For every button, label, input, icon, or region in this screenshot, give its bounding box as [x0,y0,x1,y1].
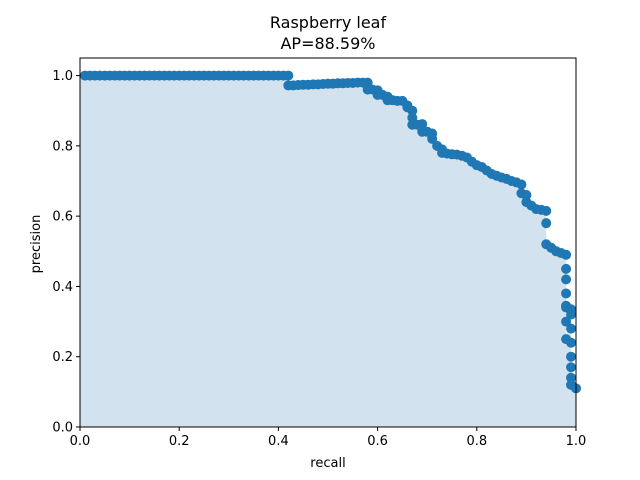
y-tick-label: 1.0 [52,69,73,84]
chart-title: Raspberry leaf [270,13,387,32]
y-tick-label: 0.8 [52,139,73,154]
x-tick-label: 0.4 [268,434,289,449]
x-tick-label: 0.2 [169,434,190,449]
data-point [566,351,577,362]
data-point [541,205,552,216]
data-point [566,362,577,373]
data-point [566,337,577,348]
data-point [566,309,577,320]
data-point [561,263,572,274]
x-tick-label: 0.0 [70,434,91,449]
data-point [362,77,373,88]
data-point [541,218,552,229]
data-point [407,112,418,123]
area-fill [80,75,576,428]
data-point [516,179,527,190]
data-point [561,288,572,299]
data-point [417,119,428,130]
y-tick-label: 0.2 [52,350,73,365]
data-point [283,70,294,81]
y-axis: 0.0 0.2 0.4 0.6 0.8 1.0 [52,69,80,436]
data-point [566,372,577,383]
x-tick-label: 0.6 [367,434,388,449]
data-point [566,323,577,334]
data-point [427,133,438,144]
x-axis-label: recall [310,456,345,471]
data-point [561,274,572,285]
y-axis-label: precision [29,215,44,274]
y-tick-label: 0.4 [52,280,73,295]
y-tick-label: 0.6 [52,210,73,225]
data-point [521,190,532,201]
x-axis: 0.0 0.2 0.4 0.6 0.8 1.0 [70,427,587,449]
data-point [561,316,572,327]
plot-area [79,70,581,428]
data-point [561,249,572,260]
data-markers [79,70,581,394]
x-tick-label: 1.0 [566,434,587,449]
chart-subtitle: AP=88.59% [280,34,375,53]
x-tick-label: 0.8 [466,434,487,449]
y-tick-label: 0.0 [52,421,73,436]
axes-frame [79,57,577,428]
data-point [407,105,418,116]
